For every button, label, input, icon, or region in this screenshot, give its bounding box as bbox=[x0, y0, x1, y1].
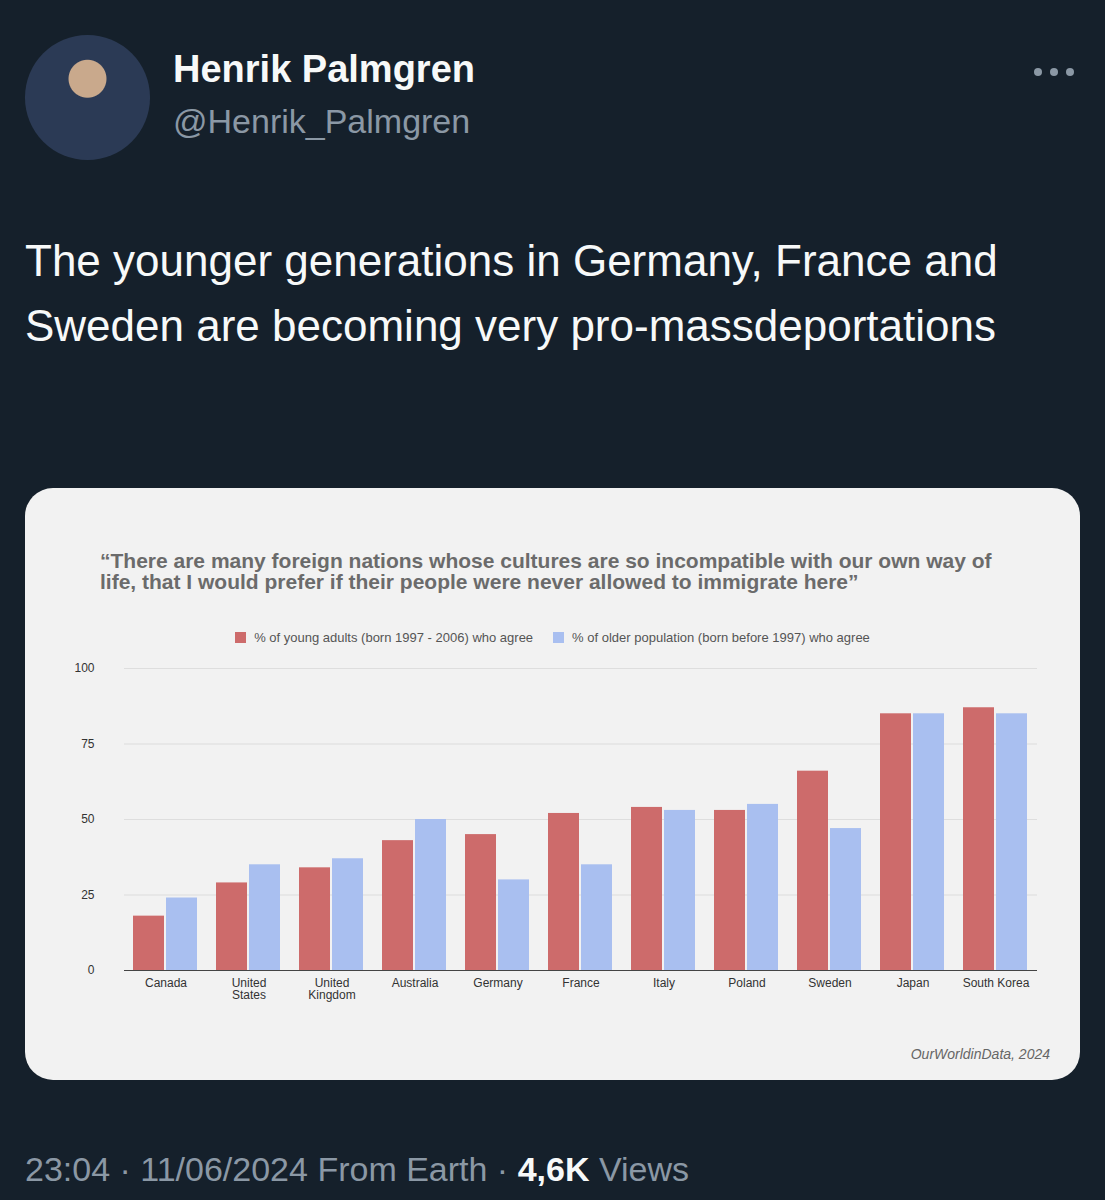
svg-text:Canada: Canada bbox=[145, 976, 187, 990]
svg-text:Italy: Italy bbox=[653, 976, 675, 990]
html-text:% of young adults (born 1997 -: % of young adults (born 1997 - 2006) who… bbox=[254, 630, 534, 645]
html-text:@Henrik_Palmgren: @Henrik_Palmgren bbox=[173, 102, 471, 140]
html-text:% of older population (born be: % of older population (born before 1997)… bbox=[572, 630, 870, 645]
svg-text:0: 0 bbox=[88, 963, 95, 977]
svg-text:Japan: Japan bbox=[897, 976, 930, 990]
svg-text:Sweden: Sweden bbox=[808, 976, 851, 990]
svg-text:75: 75 bbox=[81, 737, 95, 751]
svg-text:France: France bbox=[562, 976, 600, 990]
svg-text:UnitedKingdom: UnitedKingdom bbox=[308, 976, 355, 1002]
svg-text:South Korea: South Korea bbox=[963, 976, 1030, 990]
svg-text:Poland: Poland bbox=[728, 976, 765, 990]
svg-text:Australia: Australia bbox=[392, 976, 439, 990]
html-text:23:04 · 11/06/2024 From Earth: 23:04 · 11/06/2024 From Earth · 4,6K Vie… bbox=[25, 1150, 689, 1188]
svg-text:Germany: Germany bbox=[473, 976, 522, 990]
html-text:OurWorldinData, 2024: OurWorldinData, 2024 bbox=[910, 1046, 1050, 1062]
svg-text:100: 100 bbox=[74, 661, 94, 675]
svg-text:50: 50 bbox=[81, 812, 95, 826]
html-text:Henrik Palmgren: Henrik Palmgren bbox=[173, 48, 475, 90]
svg-text:25: 25 bbox=[81, 888, 95, 902]
svg-text:UnitedStates: UnitedStates bbox=[232, 976, 267, 1002]
html-text:“There are many foreign nation: “There are many foreign nations whose cu… bbox=[100, 549, 992, 593]
html-text:The younger generations in Ger: The younger generations in Germany, Fran… bbox=[25, 236, 998, 350]
